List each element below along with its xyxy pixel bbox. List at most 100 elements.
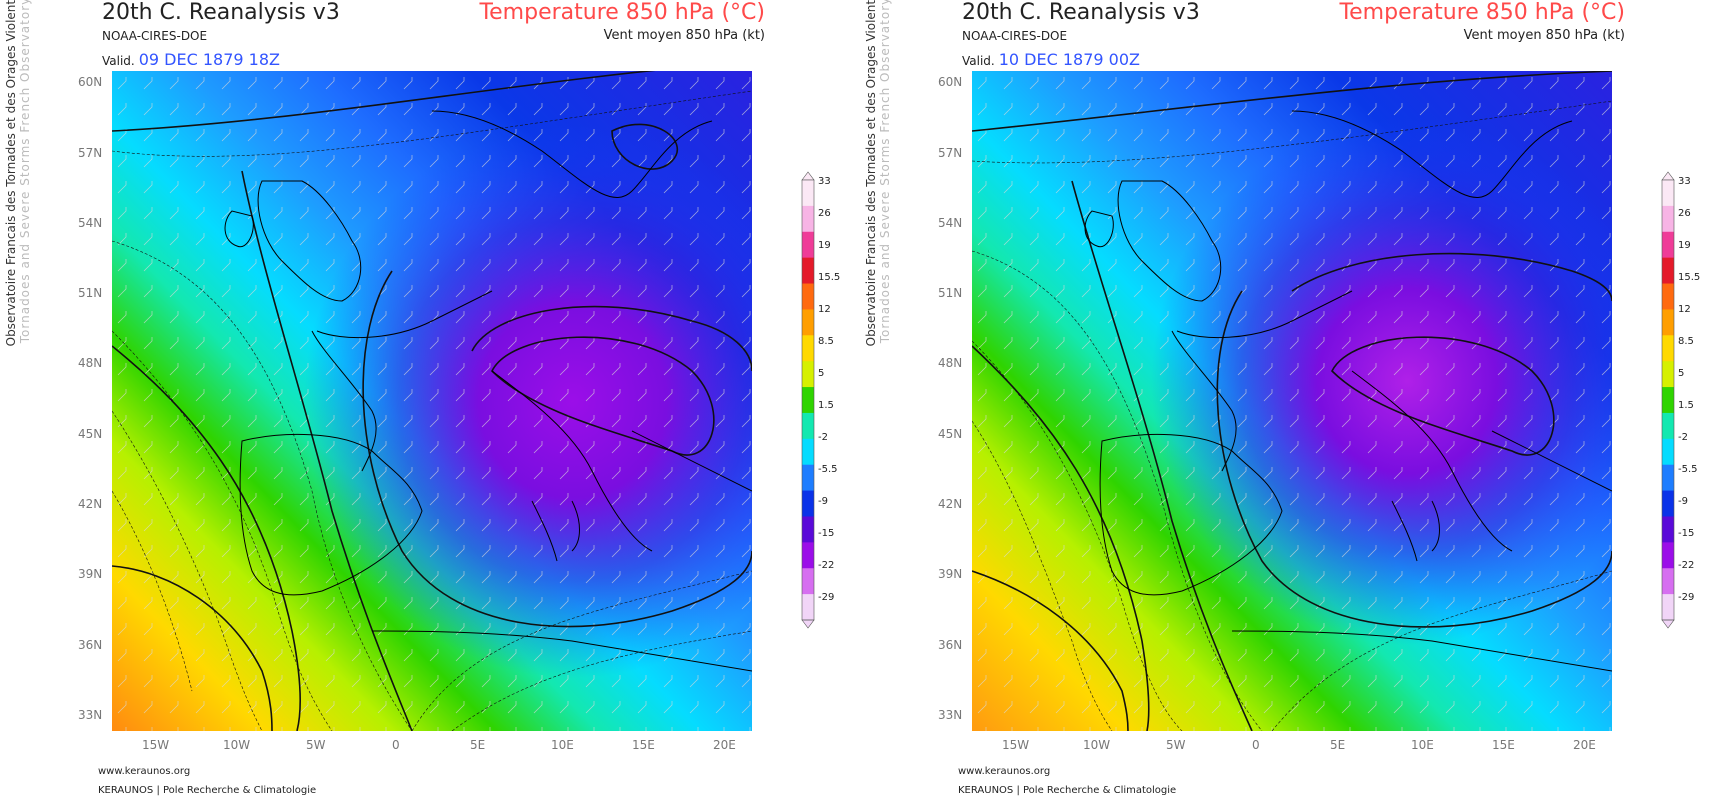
model-title: 20th C. Reanalysis v3 <box>102 0 340 25</box>
side-credit-fr: Observatoire Francais des Tornades et de… <box>4 0 18 347</box>
colorbar-label: 15.5 <box>1678 272 1701 283</box>
temperature-map[interactable] <box>112 71 752 731</box>
wind-title: Vent moyen 850 hPa (kt) <box>603 28 765 43</box>
colorbar-segment <box>802 335 814 362</box>
lon-label: 15W <box>1002 738 1030 752</box>
colorbar-segment <box>802 568 814 595</box>
colorbar-label: 5 <box>1678 368 1685 379</box>
lon-label: 0 <box>392 738 400 752</box>
colorbar-label: -22 <box>1678 560 1695 571</box>
colorbar-label: -9 <box>1678 496 1688 507</box>
colorbar-segment <box>1662 335 1674 362</box>
colorbar <box>1660 170 1676 630</box>
colorbar-segment <box>1662 283 1674 310</box>
lon-label: 0 <box>1252 738 1260 752</box>
lat-label: 51N <box>938 286 963 300</box>
colorbar-segment <box>1662 231 1674 259</box>
colorbar-frame <box>801 179 815 621</box>
colorbar-label: 8.5 <box>1678 336 1694 347</box>
lat-label: 57N <box>78 146 103 160</box>
lat-label: 45N <box>938 427 963 441</box>
lon-label: 10W <box>1083 738 1111 752</box>
lon-label: 15E <box>1492 738 1515 752</box>
lat-label: 39N <box>938 567 963 581</box>
colorbar <box>800 170 816 630</box>
lon-label: 10E <box>551 738 574 752</box>
colorbar-segment <box>1662 568 1674 595</box>
colorbar-label: 5 <box>818 368 825 379</box>
lat-label: 36N <box>78 638 103 652</box>
lat-label: 33N <box>78 708 103 722</box>
colorbar-label: 1.5 <box>1678 400 1694 411</box>
colorbar-label: -15 <box>818 528 835 539</box>
lon-label: 10E <box>1411 738 1434 752</box>
colorbar-segment <box>802 180 814 207</box>
lat-label: 57N <box>938 146 963 160</box>
valid-date: 10 DEC 1879 00Z <box>998 50 1140 69</box>
colorbar-segment <box>1662 594 1674 621</box>
lat-label: 54N <box>938 216 963 230</box>
colorbar-segment <box>802 412 814 440</box>
lon-label: 5W <box>306 738 326 752</box>
side-credit: Observatoire Francais des Tornades et de… <box>4 0 44 370</box>
variable-title: Temperature 850 hPa (°C) <box>1339 0 1625 25</box>
colorbar-top-arrow <box>801 171 815 181</box>
model-source: NOAA-CIRES-DOE <box>962 29 1068 43</box>
colorbar-label: 26 <box>818 208 831 219</box>
colorbar-label: 12 <box>818 304 831 315</box>
lat-label: 48N <box>938 356 963 370</box>
colorbar-segment <box>1662 438 1674 466</box>
colorbar-segment <box>802 309 814 336</box>
lat-label: 60N <box>938 75 963 89</box>
colorbar-segment <box>802 361 814 388</box>
side-credit: Observatoire Francais des Tornades et de… <box>864 0 904 370</box>
colorbar-label: 33 <box>818 176 831 187</box>
footer-url: www.keraunos.org <box>958 766 1051 777</box>
lon-label: 5E <box>470 738 486 752</box>
lon-label: 10W <box>223 738 251 752</box>
side-credit-en: Tornadoes and Severe Storms French Obser… <box>18 0 32 344</box>
colorbar-frame <box>1661 179 1675 621</box>
variable-title: Temperature 850 hPa (°C) <box>479 0 765 25</box>
colorbar-segment <box>802 257 814 285</box>
colorbar-label: 8.5 <box>818 336 834 347</box>
colorbar-top-arrow <box>1661 171 1675 181</box>
lon-label: 15E <box>632 738 655 752</box>
valid-label: Valid. <box>962 54 995 68</box>
side-credit-en: Tornadoes and Severe Storms French Obser… <box>878 0 892 344</box>
colorbar-segment <box>802 283 814 310</box>
colorbar-segment <box>1662 387 1674 414</box>
colorbar-label: 26 <box>1678 208 1691 219</box>
lat-label: 54N <box>78 216 103 230</box>
colorbar-label: -22 <box>818 560 835 571</box>
colorbar-segment <box>802 516 814 543</box>
colorbar-label: 19 <box>818 240 831 251</box>
colorbar-segment <box>802 542 814 569</box>
colorbar-segment <box>1662 542 1674 569</box>
colorbar-label: -2 <box>818 432 828 443</box>
colorbar-label: 15.5 <box>818 272 841 283</box>
model-title: 20th C. Reanalysis v3 <box>962 0 1200 25</box>
map-panel-left: 20th C. Reanalysis v3 NOAA-CIRES-DOE Val… <box>4 0 841 796</box>
colorbar-label: -5.5 <box>818 464 838 475</box>
colorbar-label: -9 <box>818 496 828 507</box>
colorbar-label: -5.5 <box>1678 464 1698 475</box>
colorbar-label: -29 <box>1678 592 1695 603</box>
footer-org: KERAUNOS | Pole Recherche & Climatologie <box>98 785 317 796</box>
lon-label: 20E <box>1573 738 1596 752</box>
lat-label: 60N <box>78 75 103 89</box>
temperature-map[interactable] <box>972 71 1612 731</box>
lon-label: 20E <box>713 738 736 752</box>
colorbar-segment <box>1662 309 1674 336</box>
colorbar-segment <box>1662 205 1674 233</box>
colorbar-label: 12 <box>1678 304 1691 315</box>
colorbar-segment <box>1662 257 1674 285</box>
map-panel-right: 20th C. Reanalysis v3 NOAA-CIRES-DOE Val… <box>860 0 1720 800</box>
colorbar-segment <box>1662 180 1674 207</box>
wind-title: Vent moyen 850 hPa (kt) <box>1463 28 1625 43</box>
colorbar-segment <box>1662 464 1674 492</box>
lat-label: 42N <box>78 497 103 511</box>
lon-label: 15W <box>142 738 170 752</box>
valid-time: Valid. 09 DEC 1879 18Z <box>102 50 280 69</box>
lat-label: 33N <box>938 708 963 722</box>
